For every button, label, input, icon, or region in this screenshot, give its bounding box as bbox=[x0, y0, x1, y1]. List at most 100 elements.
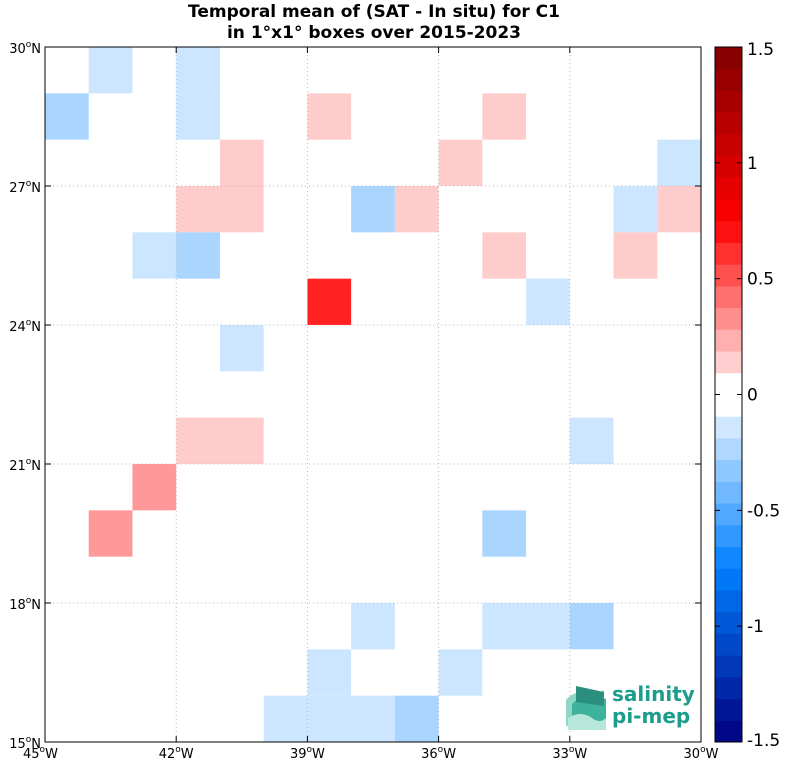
heatmap-cell bbox=[569, 603, 614, 650]
heatmap-cell bbox=[526, 603, 570, 650]
x-tick-label: 36oW bbox=[421, 745, 456, 762]
x-tick-label: 45oW bbox=[23, 745, 58, 762]
x-tick-label: 42oW bbox=[159, 745, 194, 762]
heatmap-cell bbox=[219, 139, 264, 186]
colorbar-swatch bbox=[715, 307, 742, 330]
x-tick-label: 39oW bbox=[290, 745, 325, 762]
colorbar-swatch bbox=[715, 633, 742, 656]
heatmap-cell bbox=[307, 278, 352, 325]
colorbar-tick-label: -1 bbox=[747, 617, 764, 637]
colorbar-swatch bbox=[715, 611, 742, 634]
chart-title-line2: in 1°x1° boxes over 2015-2023 bbox=[227, 23, 521, 43]
heatmap-cell bbox=[219, 186, 264, 233]
heatmap-cell bbox=[307, 93, 352, 140]
heatmap-cell bbox=[351, 695, 395, 742]
heatmap-cell bbox=[569, 417, 614, 464]
colorbar-swatch bbox=[715, 133, 742, 157]
heatmap-cell bbox=[351, 603, 395, 650]
heatmap-cell bbox=[307, 649, 352, 696]
colorbar-tick-label: 1 bbox=[747, 154, 758, 174]
heatmap-cell bbox=[219, 417, 264, 464]
logo-text-line2: pi-mep bbox=[612, 704, 690, 728]
heatmap-cell bbox=[394, 695, 439, 742]
heatmap-cell bbox=[482, 232, 527, 279]
colorbar-ticks: 1.5 1 0.5 0 -0.5 -1 -1.5 bbox=[715, 40, 780, 751]
y-tick-label: 27oN bbox=[9, 179, 41, 196]
x-tick-label: 30oW bbox=[684, 745, 719, 762]
heatmap-cell bbox=[176, 93, 220, 140]
heatmap-cell bbox=[88, 510, 133, 557]
colorbar-swatch bbox=[715, 285, 742, 309]
colorbar-tick-label: 0.5 bbox=[747, 270, 774, 290]
colorbar-tick-label: 1.5 bbox=[747, 40, 774, 60]
colorbar-swatch bbox=[715, 568, 742, 591]
colorbar-swatch bbox=[715, 177, 742, 200]
colorbar-swatch bbox=[715, 155, 742, 178]
heatmap-cell bbox=[394, 186, 439, 233]
colorbar-swatch bbox=[715, 351, 742, 374]
chart-title-line1: Temporal mean of (SAT - In situ) for C1 bbox=[188, 2, 560, 22]
heatmap-cell bbox=[307, 695, 352, 742]
heatmap-cell bbox=[482, 603, 527, 650]
heatmap-cell bbox=[351, 186, 395, 233]
colorbar-tick-label: -1.5 bbox=[747, 731, 780, 751]
y-tick-label: 18oN bbox=[9, 596, 41, 613]
heatmap-cell bbox=[613, 232, 658, 279]
logo-text-line1: salinity bbox=[612, 682, 695, 706]
heatmap-cell bbox=[176, 186, 220, 233]
colorbar-swatch bbox=[715, 481, 742, 504]
colorbar-swatch bbox=[715, 676, 742, 700]
colorbar-tick-label: 0 bbox=[747, 386, 758, 406]
colorbar-swatch bbox=[715, 264, 742, 287]
colorbar-tick-label: -0.5 bbox=[747, 501, 780, 521]
heatmap-cells bbox=[45, 47, 701, 742]
heatmap-cell bbox=[482, 93, 527, 140]
plot-frame bbox=[44, 46, 702, 743]
colorbar-swatch bbox=[715, 416, 742, 439]
heatmap-cell bbox=[176, 232, 220, 279]
colorbar-swatch bbox=[715, 199, 742, 222]
wave-icon bbox=[566, 686, 606, 730]
colorbar-swatch bbox=[715, 220, 742, 243]
grid-lines bbox=[45, 47, 701, 742]
colorbar-swatch bbox=[715, 394, 742, 417]
heatmap-cell bbox=[88, 47, 133, 94]
colorbar-swatch bbox=[715, 589, 742, 613]
heatmap-cell bbox=[438, 139, 483, 186]
heatmap-cell bbox=[657, 186, 701, 233]
colorbar-swatch bbox=[715, 47, 742, 70]
y-tick-label: 15oN bbox=[9, 735, 41, 752]
heatmap-cell bbox=[219, 325, 264, 372]
heatmap-cell bbox=[132, 232, 177, 279]
heatmap-cell bbox=[176, 47, 220, 94]
colorbar-swatch bbox=[715, 437, 742, 461]
colorbar bbox=[715, 47, 742, 743]
colorbar-swatch bbox=[715, 546, 742, 569]
heatmap-cell bbox=[438, 649, 483, 696]
salinity-pi-mep-logo: salinity pi-mep bbox=[566, 682, 695, 730]
heatmap-cell bbox=[176, 417, 220, 464]
colorbar-swatch bbox=[715, 459, 742, 482]
colorbar-swatch bbox=[715, 503, 742, 526]
heatmap-cell bbox=[482, 510, 527, 557]
colorbar-swatch bbox=[715, 524, 742, 548]
colorbar-swatch bbox=[715, 90, 742, 113]
colorbar-swatch bbox=[715, 68, 742, 91]
colorbar-swatch bbox=[715, 698, 742, 721]
colorbar-swatch bbox=[715, 329, 742, 352]
colorbar-swatch bbox=[715, 720, 742, 743]
colorbar-swatch bbox=[715, 112, 742, 135]
x-axis-ticks: 45oW 42oW 39oW 36oW 33oW 30oW bbox=[23, 47, 719, 762]
colorbar-swatch bbox=[715, 242, 742, 265]
y-axis-ticks: 15oN 18oN 21oN 24oN 27oN 30oN bbox=[9, 40, 701, 752]
y-tick-label: 30oN bbox=[9, 40, 41, 57]
heatmap-cell bbox=[657, 139, 701, 186]
heatmap-cell bbox=[45, 93, 89, 140]
y-tick-label: 24oN bbox=[9, 318, 41, 335]
y-tick-label: 21oN bbox=[9, 457, 41, 474]
colorbar-swatch bbox=[715, 372, 742, 395]
heatmap-cell bbox=[263, 695, 308, 742]
x-tick-label: 33oW bbox=[552, 745, 587, 762]
colorbar-swatch bbox=[715, 655, 742, 678]
